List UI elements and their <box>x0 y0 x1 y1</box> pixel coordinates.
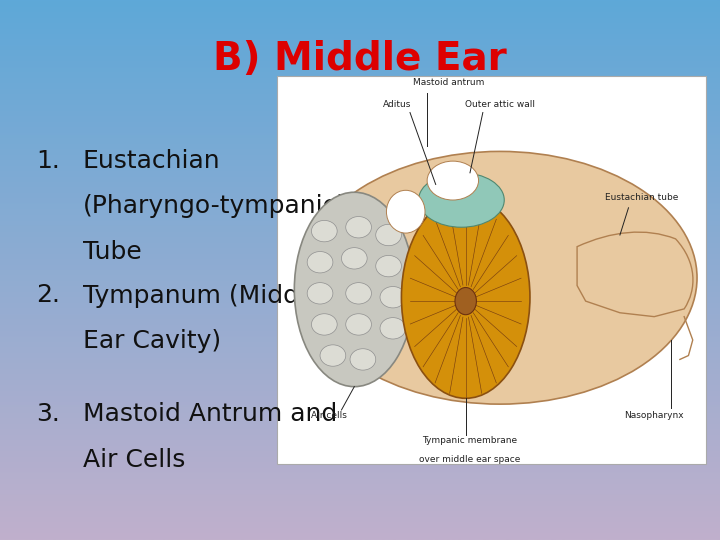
Text: Air Cells: Air Cells <box>83 448 185 472</box>
Text: (Pharyngo-tympanic): (Pharyngo-tympanic) <box>83 194 347 218</box>
Text: Mastoid Antrum and: Mastoid Antrum and <box>83 402 337 426</box>
Text: Mastoid antrum: Mastoid antrum <box>413 78 485 87</box>
Text: Tympanum (Middle: Tympanum (Middle <box>83 284 321 307</box>
Ellipse shape <box>346 217 372 238</box>
Ellipse shape <box>418 173 504 227</box>
Text: 2.: 2. <box>36 284 60 307</box>
PathPatch shape <box>577 232 693 316</box>
Ellipse shape <box>376 255 402 277</box>
Ellipse shape <box>346 314 372 335</box>
Text: Eustachian tube: Eustachian tube <box>605 193 678 202</box>
Ellipse shape <box>346 282 372 304</box>
Text: B) Middle Ear: B) Middle Ear <box>213 40 507 78</box>
Ellipse shape <box>376 224 402 246</box>
Ellipse shape <box>350 349 376 370</box>
Text: over middle ear space: over middle ear space <box>419 455 521 464</box>
Text: Tympanic membrane: Tympanic membrane <box>423 436 518 445</box>
Text: Aditus: Aditus <box>383 100 411 109</box>
Ellipse shape <box>427 161 479 200</box>
Text: Nasopharynx: Nasopharynx <box>624 411 684 420</box>
Ellipse shape <box>303 151 697 404</box>
Ellipse shape <box>402 196 530 399</box>
Text: Outer attic wall: Outer attic wall <box>465 100 535 109</box>
Ellipse shape <box>320 345 346 366</box>
Ellipse shape <box>380 287 406 308</box>
Text: 3.: 3. <box>36 402 60 426</box>
Ellipse shape <box>455 287 477 315</box>
Text: Eustachian: Eustachian <box>83 148 220 172</box>
Ellipse shape <box>312 314 337 335</box>
Ellipse shape <box>294 192 414 387</box>
Text: 1.: 1. <box>36 148 60 172</box>
Ellipse shape <box>307 282 333 304</box>
Text: Air cells: Air cells <box>310 411 346 420</box>
Ellipse shape <box>312 220 337 242</box>
Ellipse shape <box>307 252 333 273</box>
Ellipse shape <box>341 248 367 269</box>
Ellipse shape <box>380 318 406 339</box>
Text: Tube: Tube <box>83 240 142 264</box>
Ellipse shape <box>387 190 425 233</box>
FancyBboxPatch shape <box>277 76 706 464</box>
Text: Ear Cavity): Ear Cavity) <box>83 329 221 353</box>
